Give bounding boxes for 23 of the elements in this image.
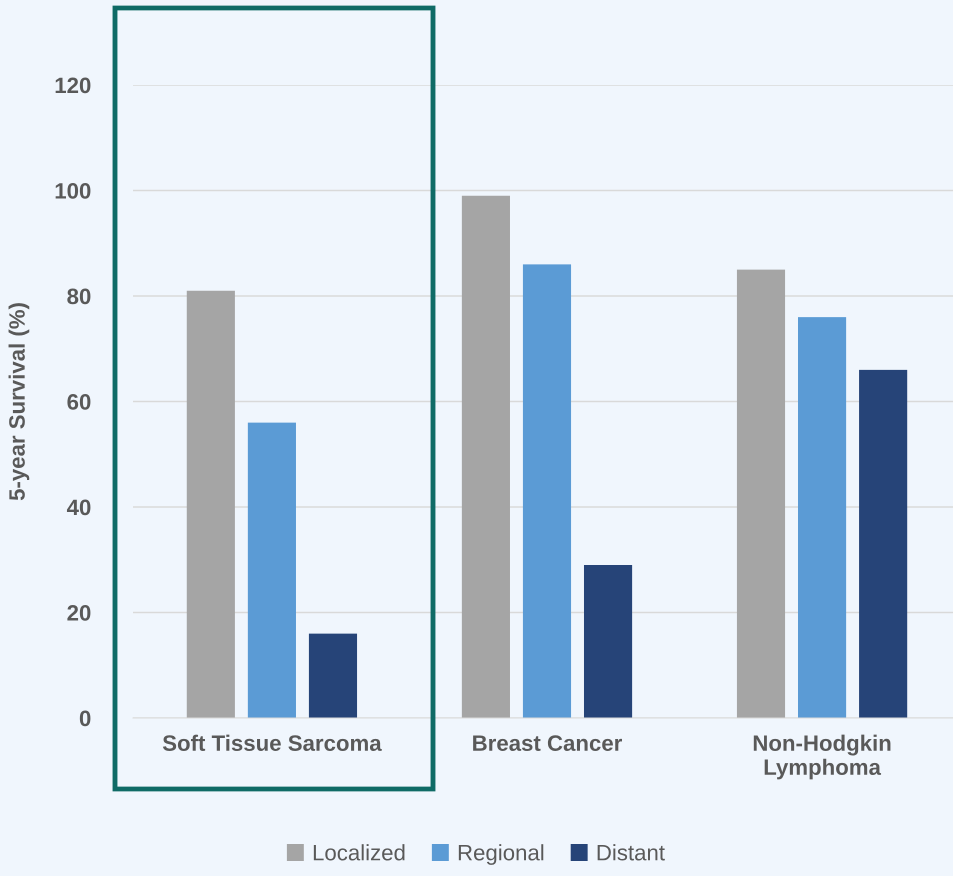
x-tick-label: Non-Hodgkin Lymphoma [754, 734, 890, 780]
y-tick-label: 40 [66, 500, 90, 516]
y-axis-title: 5-year Survival (%) [8, 303, 30, 500]
y-tick-label: 60 [67, 394, 90, 410]
x-tick-label: Breast Cancer [473, 735, 622, 751]
y-tick-label: 20 [67, 605, 90, 621]
y-tick-label: 0 [80, 710, 90, 726]
bar [736, 270, 786, 718]
x-tick-label: Soft Tissue Sarcoma [162, 734, 382, 751]
y-tick-label: 120 [56, 78, 90, 94]
y-tick-label: 100 [56, 183, 90, 199]
bar [462, 196, 510, 718]
bar [859, 370, 908, 718]
bar [522, 264, 572, 718]
bar [308, 634, 358, 718]
y-tick-label: 80 [67, 288, 90, 304]
bar [798, 317, 846, 718]
bar [248, 422, 296, 718]
bar [186, 290, 235, 718]
legend-label: Regional [458, 844, 544, 865]
bar [584, 565, 632, 718]
legend-label: Distant [598, 844, 665, 860]
legend-label: Localized [314, 844, 404, 860]
